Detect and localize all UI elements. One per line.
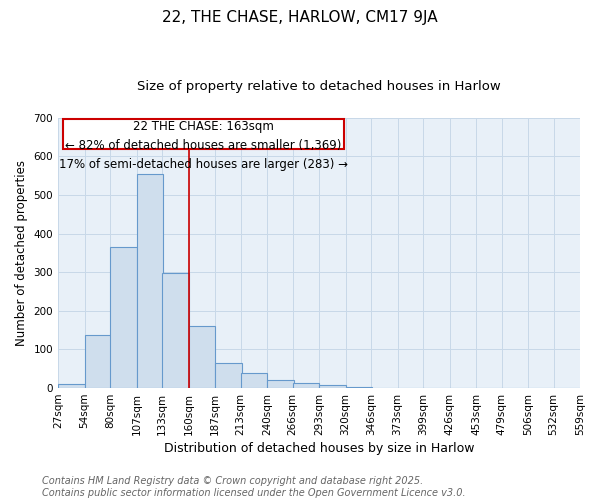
Bar (137, 174, 163, 388)
Bar (58, 384, 85, 388)
Bar (241, 372, 267, 388)
X-axis label: Distribution of detached houses by size in Harlow: Distribution of detached houses by size … (164, 442, 474, 455)
Bar (110, 247, 137, 388)
Title: Size of property relative to detached houses in Harlow: Size of property relative to detached ho… (137, 80, 501, 93)
Text: 22, THE CHASE, HARLOW, CM17 9JA: 22, THE CHASE, HARLOW, CM17 9JA (162, 10, 438, 25)
Bar (85, 335, 111, 388)
Text: Contains HM Land Registry data © Crown copyright and database right 2025.
Contai: Contains HM Land Registry data © Crown c… (42, 476, 466, 498)
FancyBboxPatch shape (63, 118, 344, 150)
Bar (319, 385, 346, 388)
Bar (293, 383, 319, 388)
Bar (346, 386, 372, 388)
Bar (188, 326, 215, 388)
Bar (162, 273, 188, 388)
Text: 22 THE CHASE: 163sqm
← 82% of detached houses are smaller (1,369)
17% of semi-de: 22 THE CHASE: 163sqm ← 82% of detached h… (59, 120, 348, 170)
Bar (267, 380, 293, 388)
Y-axis label: Number of detached properties: Number of detached properties (15, 160, 28, 346)
Bar (215, 363, 242, 388)
